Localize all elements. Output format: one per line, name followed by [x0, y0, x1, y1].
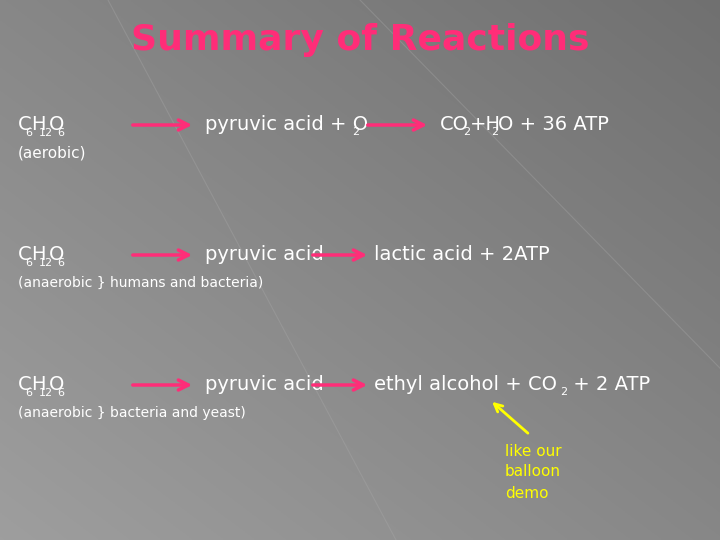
Text: O: O: [49, 375, 64, 395]
Text: C: C: [18, 375, 32, 395]
Text: 6: 6: [57, 258, 64, 268]
Text: 6: 6: [26, 127, 32, 138]
Text: 2: 2: [560, 387, 567, 397]
Text: like our
balloon
demo: like our balloon demo: [505, 443, 562, 501]
Text: C: C: [18, 246, 32, 265]
Text: (anaerobic } bacteria and yeast): (anaerobic } bacteria and yeast): [18, 406, 246, 420]
Text: CO: CO: [440, 116, 469, 134]
Text: 12: 12: [39, 127, 53, 138]
Text: O: O: [49, 246, 64, 265]
Text: 6: 6: [57, 388, 64, 397]
Text: 6: 6: [26, 388, 32, 397]
Text: 6: 6: [57, 127, 64, 138]
Text: ethyl alcohol + CO: ethyl alcohol + CO: [374, 375, 557, 395]
Text: O: O: [49, 116, 64, 134]
Text: 2: 2: [352, 127, 359, 137]
Text: 2: 2: [463, 127, 470, 137]
Text: 12: 12: [39, 258, 53, 268]
Text: C: C: [18, 116, 32, 134]
Text: 6: 6: [26, 258, 32, 268]
Text: (aerobic): (aerobic): [18, 145, 86, 160]
Text: H: H: [31, 116, 45, 134]
Text: Summary of Reactions: Summary of Reactions: [131, 23, 589, 57]
Text: +H: +H: [470, 116, 501, 134]
Text: O + 36 ATP: O + 36 ATP: [498, 116, 609, 134]
Text: lactic acid + 2ATP: lactic acid + 2ATP: [374, 246, 549, 265]
Text: 2: 2: [491, 127, 498, 137]
Text: H: H: [31, 375, 45, 395]
Text: pyruvic acid: pyruvic acid: [205, 375, 324, 395]
Text: + 2 ATP: + 2 ATP: [567, 375, 650, 395]
Text: pyruvic acid + O: pyruvic acid + O: [205, 116, 368, 134]
Text: 12: 12: [39, 388, 53, 397]
Text: pyruvic acid: pyruvic acid: [205, 246, 324, 265]
Text: (anaerobic } humans and bacteria): (anaerobic } humans and bacteria): [18, 276, 264, 290]
Text: H: H: [31, 246, 45, 265]
